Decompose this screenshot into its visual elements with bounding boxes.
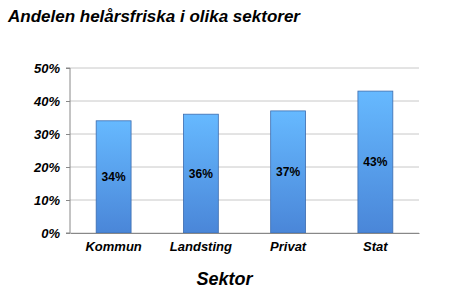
tick: Landsting (170, 233, 232, 254)
chart: 0% 10% 20% 30% 40% 50% Kommun Landsting Privat St… (0, 0, 459, 295)
tick: 50% (34, 61, 70, 76)
x-axis: Kommun Landsting Privat Stat (71, 233, 420, 254)
tick-label: Privat (270, 239, 307, 254)
data-labels: 34% 36% 37% 43% (102, 155, 388, 184)
x-axis-title: Sektor (196, 269, 253, 289)
tick-label: Kommun (85, 239, 141, 254)
tick-mark (66, 68, 70, 69)
data-label: 36% (189, 167, 213, 181)
tick: 10% (34, 193, 70, 208)
tick: Stat (363, 233, 388, 254)
bars (96, 91, 393, 233)
tick: 30% (34, 127, 70, 142)
data-label: 43% (363, 155, 387, 169)
tick-mark (66, 233, 70, 234)
title: Andelen helårsfriska i olika sektorer (7, 7, 301, 26)
tick-label: 30% (34, 127, 60, 142)
tick: Kommun (85, 233, 141, 254)
bar (271, 111, 306, 233)
tick: 20% (33, 160, 70, 175)
data-label: 34% (102, 170, 126, 184)
grid-line (70, 68, 419, 69)
bar (358, 91, 393, 233)
tick: 0% (41, 226, 70, 241)
axis-line (71, 233, 420, 234)
tick-mark (66, 101, 70, 102)
bar (183, 114, 218, 233)
tick-label: 40% (33, 94, 60, 109)
tick-label: Stat (363, 239, 388, 254)
grid (70, 68, 419, 233)
tick-label: 10% (34, 193, 60, 208)
tick: Privat (270, 233, 307, 254)
axis-line (66, 68, 70, 233)
tick-mark (66, 134, 70, 135)
bar (96, 121, 131, 233)
tick-mark (66, 200, 70, 201)
tick: 40% (33, 94, 70, 109)
tick-label: Landsting (170, 239, 232, 254)
tick-label: 0% (41, 226, 60, 241)
tick-label: 20% (33, 160, 60, 175)
tick-label: 50% (34, 61, 60, 76)
tick-mark (66, 167, 70, 168)
y-axis: 0% 10% 20% 30% 40% 50% (33, 61, 70, 241)
data-label: 37% (276, 165, 300, 179)
